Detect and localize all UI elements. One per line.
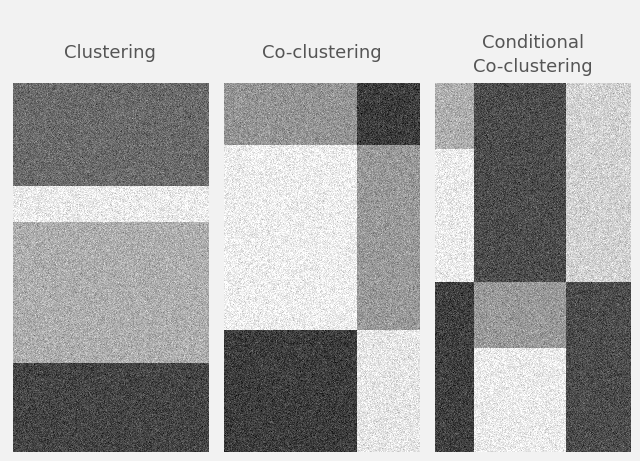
Text: Co-clustering: Co-clustering — [262, 44, 381, 62]
Text: Conditional
Co-clustering: Conditional Co-clustering — [473, 35, 593, 76]
Text: Clustering: Clustering — [65, 44, 156, 62]
